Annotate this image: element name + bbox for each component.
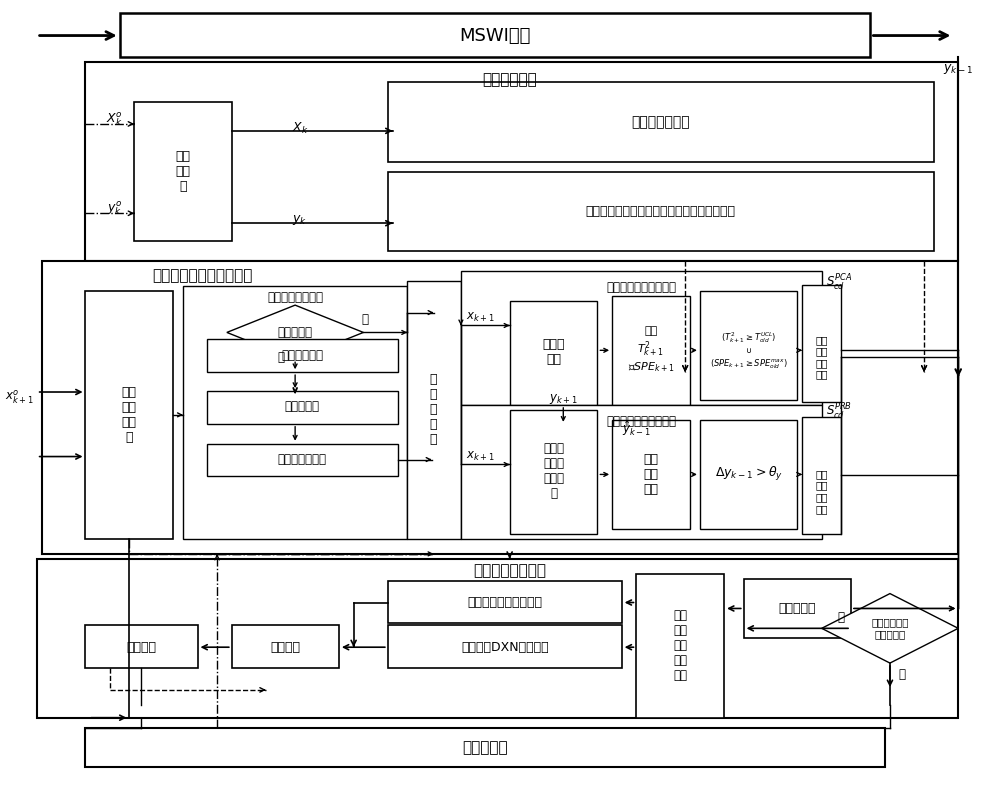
FancyBboxPatch shape [207, 339, 398, 372]
Text: 亚新递推预处理: 亚新递推预处理 [277, 453, 326, 466]
FancyBboxPatch shape [612, 296, 690, 405]
Text: 补入正常值: 补入正常值 [284, 401, 319, 413]
FancyBboxPatch shape [85, 62, 958, 261]
Text: 否: 否 [362, 313, 369, 326]
FancyBboxPatch shape [700, 290, 797, 400]
Text: 构建软测量模型: 构建软测量模型 [631, 115, 690, 129]
Text: $S_{cd}^{PRB}$: $S_{cd}^{PRB}$ [826, 402, 852, 422]
Text: 计算
$T^2_{k+1}$
和$SPE_{k+1}$: 计算 $T^2_{k+1}$ 和$SPE_{k+1}$ [628, 327, 675, 375]
Text: 数据
递推
预处
理: 数据 递推 预处 理 [122, 386, 137, 444]
Text: 漂移样本数量
大于阈值？: 漂移样本数量 大于阈值？ [871, 618, 909, 639]
Text: $x_{k+1}$: $x_{k+1}$ [466, 450, 495, 463]
FancyBboxPatch shape [388, 82, 934, 161]
FancyBboxPatch shape [85, 626, 198, 668]
Text: $y_k$: $y_k$ [292, 213, 308, 227]
Text: 更新重建DXN预测模型: 更新重建DXN预测模型 [461, 641, 549, 654]
Text: 数据
预处
理: 数据 预处 理 [175, 150, 190, 193]
Text: 软测量
模型: 软测量 模型 [542, 338, 565, 366]
Text: $x_{k+1}^o$: $x_{k+1}^o$ [5, 388, 34, 406]
Text: 剔除离群样本: 剔除离群样本 [281, 349, 323, 362]
FancyBboxPatch shape [744, 578, 851, 638]
Text: 是: 是 [838, 611, 845, 624]
FancyBboxPatch shape [232, 626, 339, 668]
Text: 否: 否 [898, 668, 905, 682]
Text: 漂移样本集: 漂移样本集 [779, 602, 816, 615]
FancyBboxPatch shape [636, 574, 724, 718]
Text: 输出空间漂移检测窗口: 输出空间漂移检测窗口 [606, 416, 676, 428]
Text: 多窗口概念漂移检测模块: 多窗口概念漂移检测模块 [152, 268, 253, 283]
Polygon shape [227, 305, 363, 360]
Text: 输出
空间
漂移
样本: 输出 空间 漂移 样本 [815, 469, 828, 514]
FancyBboxPatch shape [37, 559, 958, 718]
Text: $X_k$: $X_k$ [292, 121, 308, 136]
FancyBboxPatch shape [461, 405, 822, 539]
FancyBboxPatch shape [802, 417, 841, 534]
Text: $y_{k-1}$: $y_{k-1}$ [943, 62, 973, 76]
Text: 模型更新: 模型更新 [270, 641, 300, 654]
FancyBboxPatch shape [207, 444, 398, 476]
FancyBboxPatch shape [510, 301, 597, 405]
Text: 离群样本检测窗口: 离群样本检测窗口 [267, 291, 323, 305]
Text: 构建特征空间漂移检测模型和计算漂移检测限: 构建特征空间漂移检测模型和计算漂移检测限 [586, 205, 736, 218]
Text: 是: 是 [277, 351, 284, 364]
Text: 数
据
预
处
理: 数 据 预 处 理 [430, 373, 437, 446]
Text: $(T^2_{k+1}\geq T^{UCL}_{old})$
$\cup$
$(SPE_{k+1}\geq SPE^{max}_{old})$: $(T^2_{k+1}\geq T^{UCL}_{old})$ $\cup$ $… [710, 330, 787, 371]
FancyBboxPatch shape [85, 290, 173, 539]
Text: 更新重建特征空间模型: 更新重建特征空间模型 [467, 596, 542, 609]
Text: 特征空
间漂移
检测模
型: 特征空 间漂移 检测模 型 [543, 442, 564, 501]
FancyBboxPatch shape [700, 419, 797, 529]
Text: 特征
空间
漂移
样本: 特征 空间 漂移 样本 [815, 334, 828, 379]
FancyBboxPatch shape [85, 728, 885, 767]
Text: $y_k^o$: $y_k^o$ [107, 199, 122, 217]
Text: 计算
测量
误差: 计算 测量 误差 [644, 453, 659, 496]
Text: 参数更新: 参数更新 [126, 641, 156, 654]
Text: 模型更新判别模块: 模型更新判别模块 [473, 563, 546, 578]
Text: 特征空间漂移检测窗口: 特征空间漂移检测窗口 [606, 281, 676, 294]
FancyBboxPatch shape [388, 172, 934, 251]
FancyBboxPatch shape [612, 419, 690, 529]
FancyBboxPatch shape [388, 626, 622, 668]
FancyBboxPatch shape [407, 281, 461, 539]
FancyBboxPatch shape [183, 286, 407, 539]
Text: $\Delta y_{k-1}>\theta_y$: $\Delta y_{k-1}>\theta_y$ [715, 465, 783, 483]
FancyBboxPatch shape [207, 391, 398, 423]
Text: 漂移
样本
并入
历史
数据: 漂移 样本 并入 历史 数据 [673, 608, 687, 682]
FancyBboxPatch shape [802, 285, 841, 402]
Polygon shape [822, 593, 958, 663]
FancyBboxPatch shape [388, 581, 622, 623]
Text: 采集新样本: 采集新样本 [462, 740, 508, 755]
Text: $y_{k+1}$: $y_{k+1}$ [549, 392, 578, 406]
Text: MSWI过程: MSWI过程 [459, 27, 531, 45]
FancyBboxPatch shape [461, 271, 822, 405]
Text: 离线建模模块: 离线建模模块 [482, 72, 537, 87]
FancyBboxPatch shape [510, 410, 597, 534]
Text: $X_k^o$: $X_k^o$ [106, 110, 123, 127]
FancyBboxPatch shape [134, 102, 232, 241]
Text: $S_{cd}^{PCA}$: $S_{cd}^{PCA}$ [826, 273, 852, 293]
FancyBboxPatch shape [42, 261, 958, 554]
Text: $x_{k+1}$: $x_{k+1}$ [466, 311, 495, 324]
Text: 离群样本？: 离群样本？ [278, 326, 313, 339]
Text: $\hat{y}_{k-1}$: $\hat{y}_{k-1}$ [622, 419, 651, 438]
FancyBboxPatch shape [120, 13, 870, 57]
